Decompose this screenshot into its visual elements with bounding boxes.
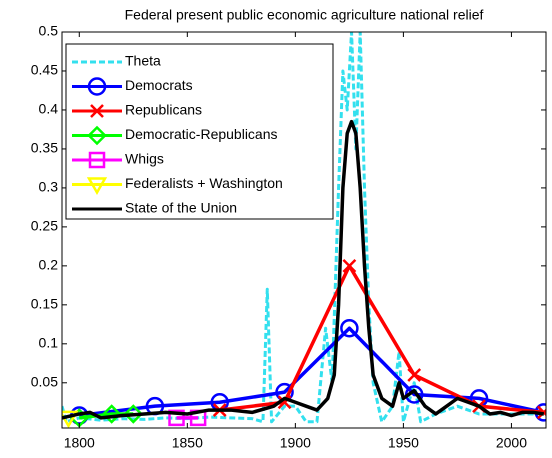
y-tick-label: 0.25 [31, 218, 58, 234]
marker [87, 77, 107, 96]
x-tick-label: 2000 [496, 435, 527, 451]
legend-label: Democrats [125, 77, 193, 93]
legend-label: State of the Union [125, 200, 237, 216]
marker [90, 104, 104, 118]
series-line [79, 326, 545, 418]
marker [101, 404, 122, 424]
marker [88, 151, 106, 169]
legend-label: Republicans [125, 102, 202, 118]
marker [342, 258, 357, 273]
y-tick-label: 0.45 [31, 62, 58, 78]
marker [340, 318, 359, 338]
marker [168, 409, 185, 427]
legend: Theta Democrats Republicans Democratic-Repu… [65, 43, 334, 220]
y-tick-label: 0.05 [31, 373, 58, 389]
legend-label: Democratic-Republicans [125, 126, 278, 142]
y-tick-label: 0.5 [39, 23, 59, 39]
legend-box [65, 43, 334, 220]
legend-label: Whigs [125, 151, 164, 167]
axes-box [61, 31, 547, 429]
series-line [219, 264, 545, 415]
x-tick-label: 1950 [388, 435, 419, 451]
marker [86, 177, 108, 196]
chart-title: Federal present public economic agricult… [125, 7, 484, 23]
marker [407, 368, 422, 382]
y-tick-label: 0.35 [31, 140, 58, 156]
x-tick-label: 1850 [172, 435, 203, 451]
plot-area [62, 32, 546, 428]
marker [87, 125, 107, 146]
x-tick-label: 1900 [280, 435, 311, 451]
y-tick-label: 0.3 [39, 179, 59, 195]
y-tick-label: 0.4 [39, 101, 59, 117]
y-tick-label: 0.15 [31, 296, 58, 312]
marker [123, 404, 144, 424]
y-tick-label: 0.1 [39, 335, 59, 351]
x-tick-label: 1800 [64, 435, 95, 451]
series-line [62, 119, 545, 420]
y-tick-label: 0.2 [39, 257, 59, 273]
legend-label: Federalists + Washington [125, 175, 283, 191]
legend-label: Theta [125, 53, 161, 69]
